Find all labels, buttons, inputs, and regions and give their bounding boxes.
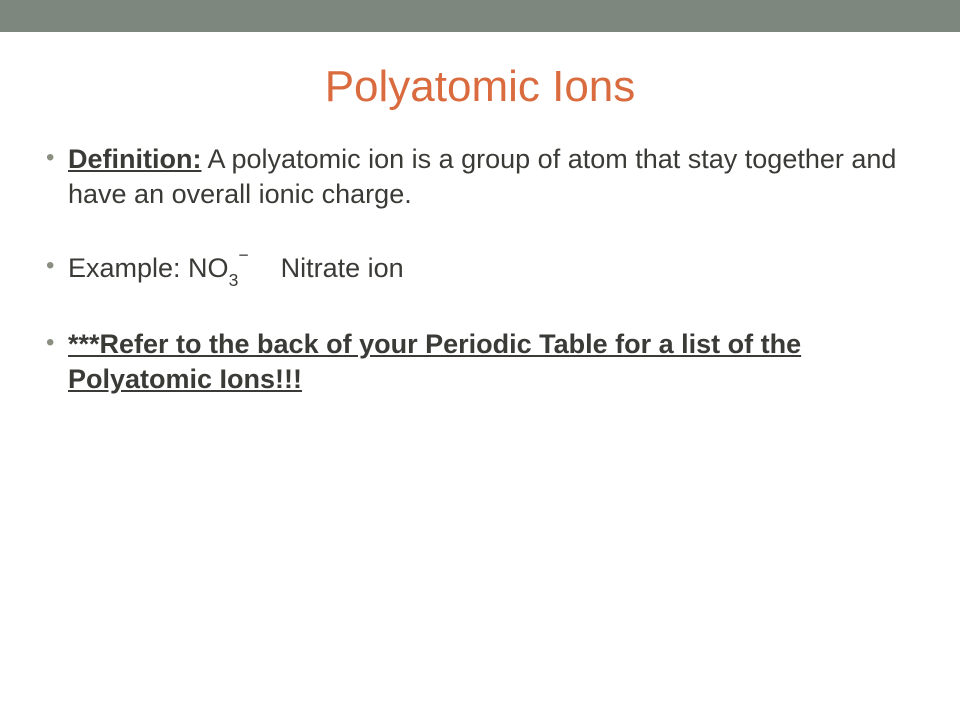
example-prefix: Example: NO	[68, 253, 229, 283]
refer-text: ***Refer to the back of your Periodic Ta…	[68, 329, 801, 394]
top-accent-bar	[0, 0, 960, 32]
example-subscript: 3	[229, 270, 239, 290]
example-superscript: −	[238, 245, 248, 265]
definition-label: Definition:	[68, 144, 201, 174]
bullet-list: Definition: A polyatomic ion is a group …	[40, 142, 920, 398]
example-name: Nitrate ion	[281, 253, 404, 283]
bullet-refer: ***Refer to the back of your Periodic Ta…	[40, 327, 920, 397]
slide-content: Polyatomic Ions Definition: A polyatomic…	[0, 32, 960, 456]
bullet-definition: Definition: A polyatomic ion is a group …	[40, 142, 920, 212]
slide-title: Polyatomic Ions	[40, 62, 920, 112]
bullet-example: Example: NO3−Nitrate ion	[40, 250, 920, 289]
